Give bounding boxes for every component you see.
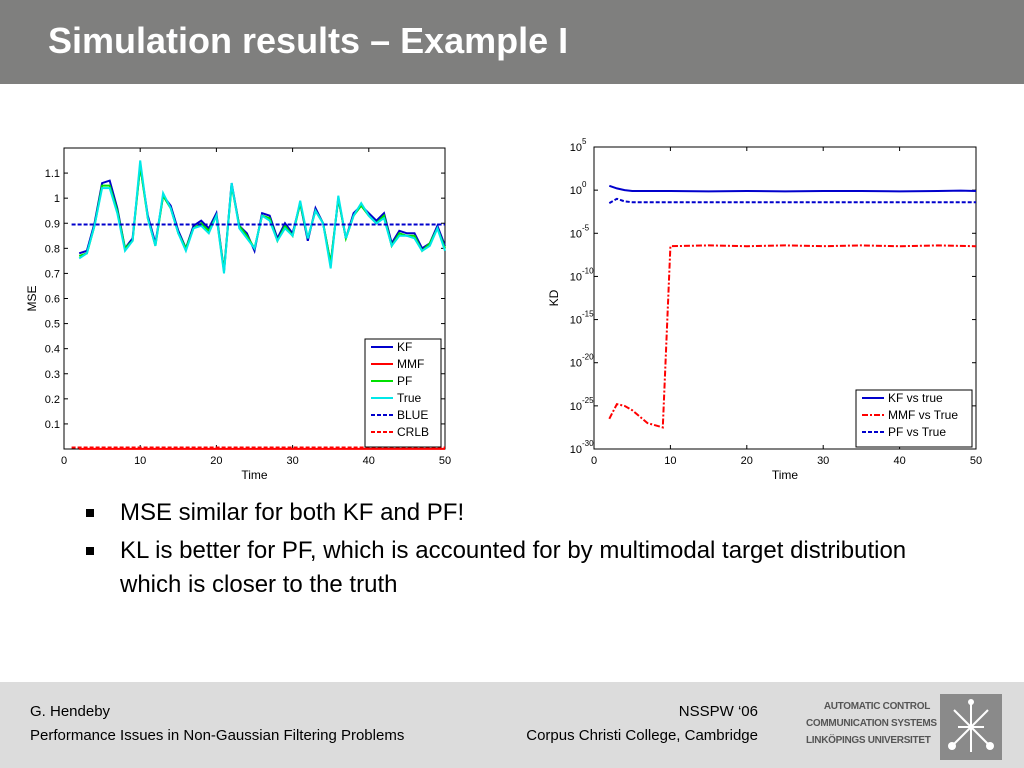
y-tick-label-base: 10: [570, 271, 582, 283]
x-tick-label: 10: [134, 455, 146, 467]
x-tick-label: 0: [591, 455, 597, 467]
x-tick-label: 20: [741, 455, 753, 467]
y-tick-label-exponent: -5: [582, 223, 590, 232]
footer: G. Hendeby Performance Issues in Non-Gau…: [0, 682, 1024, 768]
x-tick-label: 50: [970, 455, 982, 467]
legend-label: BLUE: [397, 408, 428, 422]
legend-label: MMF: [397, 357, 424, 371]
y-tick-label: 0.7: [45, 268, 60, 280]
x-tick-label: 10: [664, 455, 676, 467]
x-tick-label: 50: [439, 455, 451, 467]
slide-title: Simulation results – Example I: [48, 20, 569, 61]
y-tick-label-base: 10: [570, 315, 582, 327]
logo-line-1: AUTOMATIC CONTROL: [823, 701, 930, 712]
legend-label: CRLB: [397, 425, 429, 439]
y-tick-label: 0.3: [45, 369, 60, 381]
bullet-item: KL is better for PF, which is accounted …: [86, 534, 966, 602]
y-tick-label: 1.1: [45, 168, 60, 180]
footer-author: G. Hendeby: [30, 703, 111, 720]
series-line-kf-vs-true: [608, 184, 977, 193]
logo-line-3: LINKÖPINGS UNIVERSITET: [806, 735, 931, 746]
legend-label: PF vs True: [888, 425, 946, 439]
series-line-pf-vs-true: [608, 197, 976, 204]
legend-label: KF: [397, 340, 412, 354]
y-tick-label: 0.5: [45, 319, 60, 331]
y-tick-label: 0.1: [45, 419, 60, 431]
title-bar: Simulation results – Example I: [0, 0, 1024, 84]
y-tick-label-base: 10: [570, 228, 582, 240]
university-logo: [940, 694, 1002, 760]
square-bullet-icon: [86, 547, 94, 555]
y-axis-label: MSE: [25, 285, 39, 311]
x-axis-label: Time: [241, 468, 268, 482]
y-tick-label-exponent: -20: [582, 353, 594, 362]
y-tick-label: 0.2: [45, 394, 60, 406]
y-tick-label-base: 10: [570, 142, 582, 154]
y-tick-label-base: 10: [570, 185, 582, 197]
footer-right: NSSPW ‘06 Corpus Christi College, Cambri…: [526, 700, 758, 748]
y-tick-label-exponent: 0: [582, 180, 587, 189]
y-tick-label-base: 10: [570, 358, 582, 370]
legend-label: PF: [397, 374, 412, 388]
y-tick-label: 0.8: [45, 243, 60, 255]
legend-label: True: [397, 391, 422, 405]
y-tick-label-base: 10: [570, 401, 582, 413]
y-tick-label: 0.6: [45, 294, 60, 306]
y-tick-label-exponent: -15: [582, 310, 594, 319]
y-tick-label-exponent: -30: [582, 439, 594, 448]
x-tick-label: 0: [61, 455, 67, 467]
logo-line-2: COMMUNICATION SYSTEMS: [806, 718, 937, 729]
x-axis-label: Time: [772, 468, 799, 482]
y-tick-label-exponent: -25: [582, 396, 594, 405]
kd-chart: 0 10 20 30 40 5010510010-510-1010-1510-2010-2…: [547, 137, 982, 482]
x-tick-label: 20: [210, 455, 222, 467]
series-line-true: [78, 160, 446, 274]
university-emblem-icon: [948, 699, 994, 752]
x-tick-label: 30: [817, 455, 829, 467]
university-logo-text: AUTOMATIC CONTROL COMMUNICATION SYSTEMS …: [806, 698, 937, 749]
footer-venue: Corpus Christi College, Cambridge: [526, 727, 758, 744]
y-tick-label: 0.9: [45, 218, 60, 230]
footer-talk-title: Performance Issues in Non-Gaussian Filte…: [30, 727, 405, 744]
square-bullet-icon: [86, 509, 94, 517]
legend-box: [855, 389, 973, 448]
bullet-item: MSE similar for both KF and PF!: [86, 496, 966, 530]
x-tick-label: 40: [893, 455, 905, 467]
y-tick-label-base: 10: [570, 444, 582, 456]
legend-label: MMF vs True: [888, 408, 958, 422]
y-tick-label: 0.4: [45, 344, 60, 356]
y-tick-label-exponent: 5: [582, 137, 587, 146]
series-line-mmf-vs-true: [608, 244, 977, 429]
y-axis-label: KD: [547, 289, 561, 306]
legend-label: KF vs true: [888, 391, 943, 405]
bullet-text: MSE similar for both KF and PF!: [120, 499, 465, 526]
mse-chart: 0 10 20 30 40 50 0.1 0.2 0.3 0.4 0.5 0.6 0.7 0.8 0.9 1 1…: [25, 147, 451, 482]
legend-box: [364, 338, 442, 448]
x-tick-label: 40: [363, 455, 375, 467]
y-tick-label-exponent: -10: [582, 266, 594, 275]
y-tick-label: 1: [54, 193, 60, 205]
footer-left: G. Hendeby Performance Issues in Non-Gau…: [30, 700, 404, 748]
x-tick-label: 30: [286, 455, 298, 467]
bullet-text: KL is better for PF, which is accounted …: [120, 537, 907, 598]
footer-event: NSSPW ‘06: [678, 703, 758, 720]
bullet-list: MSE similar for both KF and PF! KL is be…: [86, 496, 966, 606]
